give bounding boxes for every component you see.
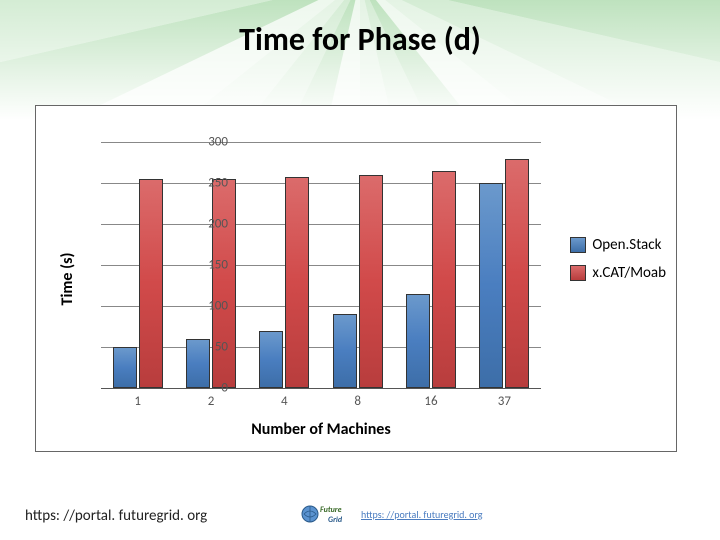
footer-url-left: https: //portal. futuregrid. org	[25, 507, 207, 525]
xtick-label: 16	[424, 394, 437, 409]
y-axis-title: Time (s)	[58, 252, 77, 305]
legend: Open.Stack x.CAT/Moab	[570, 226, 666, 292]
gridline	[101, 142, 541, 143]
gridline	[101, 388, 541, 389]
footer-url-link[interactable]: https: //portal. futuregrid. org	[361, 508, 483, 521]
legend-item: x.CAT/Moab	[570, 264, 666, 282]
xtick-label: 2	[208, 394, 215, 409]
legend-label: x.CAT/Moab	[592, 264, 666, 282]
bar	[479, 183, 503, 388]
ytick-label: 50	[188, 340, 228, 355]
ytick-label: 100	[188, 299, 228, 314]
bar	[113, 347, 137, 388]
bar	[406, 294, 430, 388]
bar	[139, 179, 163, 388]
xtick-label: 4	[281, 394, 288, 409]
bar	[505, 159, 529, 388]
legend-item: Open.Stack	[570, 236, 666, 254]
bar	[333, 314, 357, 388]
gridline	[101, 306, 541, 307]
footer-center: Future Grid https: //portal. futuregrid.…	[300, 502, 483, 526]
plot-area	[101, 126, 541, 388]
gridline	[101, 183, 541, 184]
futuregrid-logo-icon: Future Grid	[300, 502, 355, 526]
ytick-label: 150	[188, 258, 228, 273]
gridline	[101, 265, 541, 266]
svg-text:Grid: Grid	[328, 515, 343, 525]
legend-swatch	[570, 237, 586, 253]
ytick-label: 300	[188, 135, 228, 150]
gridline	[101, 224, 541, 225]
ytick-label: 250	[188, 176, 228, 191]
xtick-label: 1	[134, 394, 141, 409]
xtick-label: 37	[498, 394, 511, 409]
legend-label: Open.Stack	[592, 236, 661, 254]
bar	[359, 175, 383, 388]
slide-title: Time for Phase (d)	[0, 20, 720, 59]
ytick-label: 200	[188, 217, 228, 232]
bar	[212, 179, 236, 388]
bar	[259, 331, 283, 388]
bar	[432, 171, 456, 388]
x-axis-title: Number of Machines	[101, 420, 541, 439]
xtick-label: 8	[354, 394, 361, 409]
svg-text:Future: Future	[320, 505, 342, 515]
bar	[285, 177, 309, 388]
chart-container: Time (s) Number of Machines Open.Stack x.…	[35, 105, 677, 452]
background-rays	[0, 0, 720, 120]
legend-swatch	[570, 265, 586, 281]
gridline	[101, 347, 541, 348]
